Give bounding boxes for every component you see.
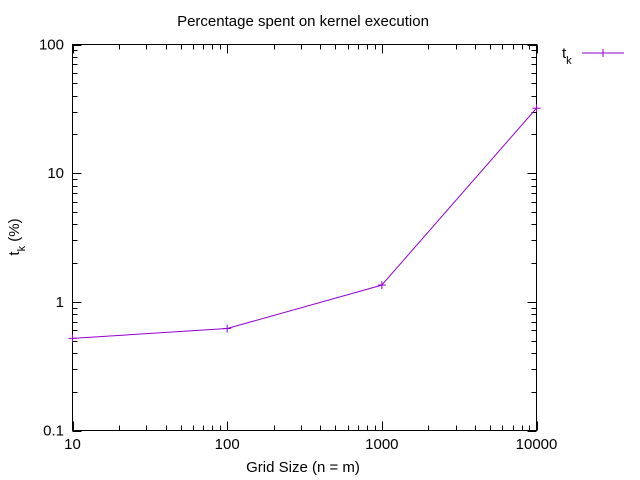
axis-ticks [72,44,538,432]
data-point-marker [68,334,77,343]
y-axis-label-sub: k [16,245,28,251]
y-tick-label: 1 [56,294,64,311]
y-tick-labels: 0.1 1 10 100 [39,37,64,440]
series-group [68,104,541,343]
legend-marker [599,49,607,57]
y-tick-label: 100 [39,37,64,54]
y-tick-label: 0.1 [43,423,64,440]
y-axis-label-suffix: (%) [6,218,23,246]
data-point-marker [223,324,232,333]
chart-title: Percentage spent on kernel execution [177,13,429,30]
x-tick-labels: 10 100 1000 10000 [64,436,557,453]
data-point-marker [532,104,541,113]
legend-label: tk [562,45,572,67]
y-axis-label: tk (%) [6,218,28,255]
x-tick-label: 10000 [516,436,558,453]
x-tick-label: 10 [64,436,81,453]
data-point-marker [377,281,386,290]
x-tick-label: 1000 [365,436,398,453]
y-axis-label-main: t [6,251,23,256]
x-tick-label: 100 [215,436,240,453]
series-line [72,107,537,339]
y-tick-label: 10 [47,165,64,182]
legend: tk [562,45,624,67]
x-axis-label: Grid Size (n = m) [246,459,360,476]
plot-frame [72,44,537,431]
legend-label-main: t [562,45,567,62]
legend-label-sub: k [566,55,572,67]
